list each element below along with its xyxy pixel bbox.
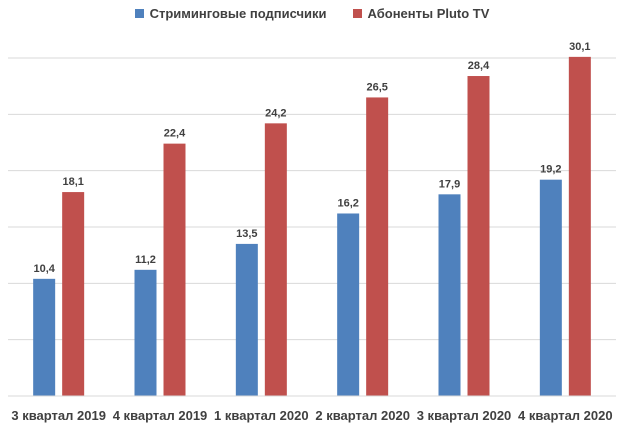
bar-pluto-4 <box>467 76 490 396</box>
legend-item-streaming: Стриминговые подписчики <box>134 5 327 21</box>
bar-streaming-0 <box>33 278 56 396</box>
bar-pluto-0 <box>62 192 85 396</box>
legend-label-streaming: Стриминговые подписчики <box>149 5 327 21</box>
legend-swatch-pluto <box>352 8 362 18</box>
data-label-streaming-5: 19,2 <box>540 164 561 176</box>
bar-streaming-5 <box>539 179 562 396</box>
bar-streaming-2 <box>235 243 258 396</box>
bar-pluto-2 <box>264 123 287 396</box>
bar-pluto-5 <box>568 56 591 397</box>
bar-streaming-4 <box>438 194 461 396</box>
x-tick-label-2: 1 квартал 2020 <box>214 408 309 423</box>
bar-streaming-1 <box>134 269 157 396</box>
x-tick-label-1: 4 квартал 2019 <box>113 408 208 423</box>
data-label-streaming-4: 17,9 <box>439 178 460 190</box>
data-label-pluto-5: 30,1 <box>569 41 590 53</box>
data-label-pluto-3: 26,5 <box>366 81 387 93</box>
data-label-pluto-4: 28,4 <box>468 60 490 72</box>
legend-item-pluto: Абоненты Pluto TV <box>352 5 490 21</box>
x-tick-label-5: 4 квартал 2020 <box>518 408 613 423</box>
data-label-pluto-1: 22,4 <box>164 128 186 140</box>
legend-swatch-streaming <box>134 8 144 18</box>
data-label-streaming-1: 11,2 <box>135 254 156 266</box>
data-label-pluto-2: 24,2 <box>265 107 286 119</box>
legend: Стриминговые подписчики Абоненты Pluto T… <box>0 4 624 22</box>
legend-label-pluto: Абоненты Pluto TV <box>367 5 490 21</box>
x-tick-label-4: 3 квартал 2020 <box>417 408 512 423</box>
bar-pluto-3 <box>366 97 389 396</box>
data-label-streaming-3: 16,2 <box>337 197 358 209</box>
x-tick-label-0: 3 квартал 2019 <box>11 408 106 423</box>
data-label-pluto-0: 18,1 <box>62 176 83 188</box>
bar-pluto-1 <box>163 143 186 396</box>
bar-streaming-3 <box>337 213 360 396</box>
data-label-streaming-0: 10,4 <box>33 263 55 275</box>
x-tick-label-3: 2 квартал 2020 <box>315 408 410 423</box>
data-label-streaming-2: 13,5 <box>236 228 257 240</box>
